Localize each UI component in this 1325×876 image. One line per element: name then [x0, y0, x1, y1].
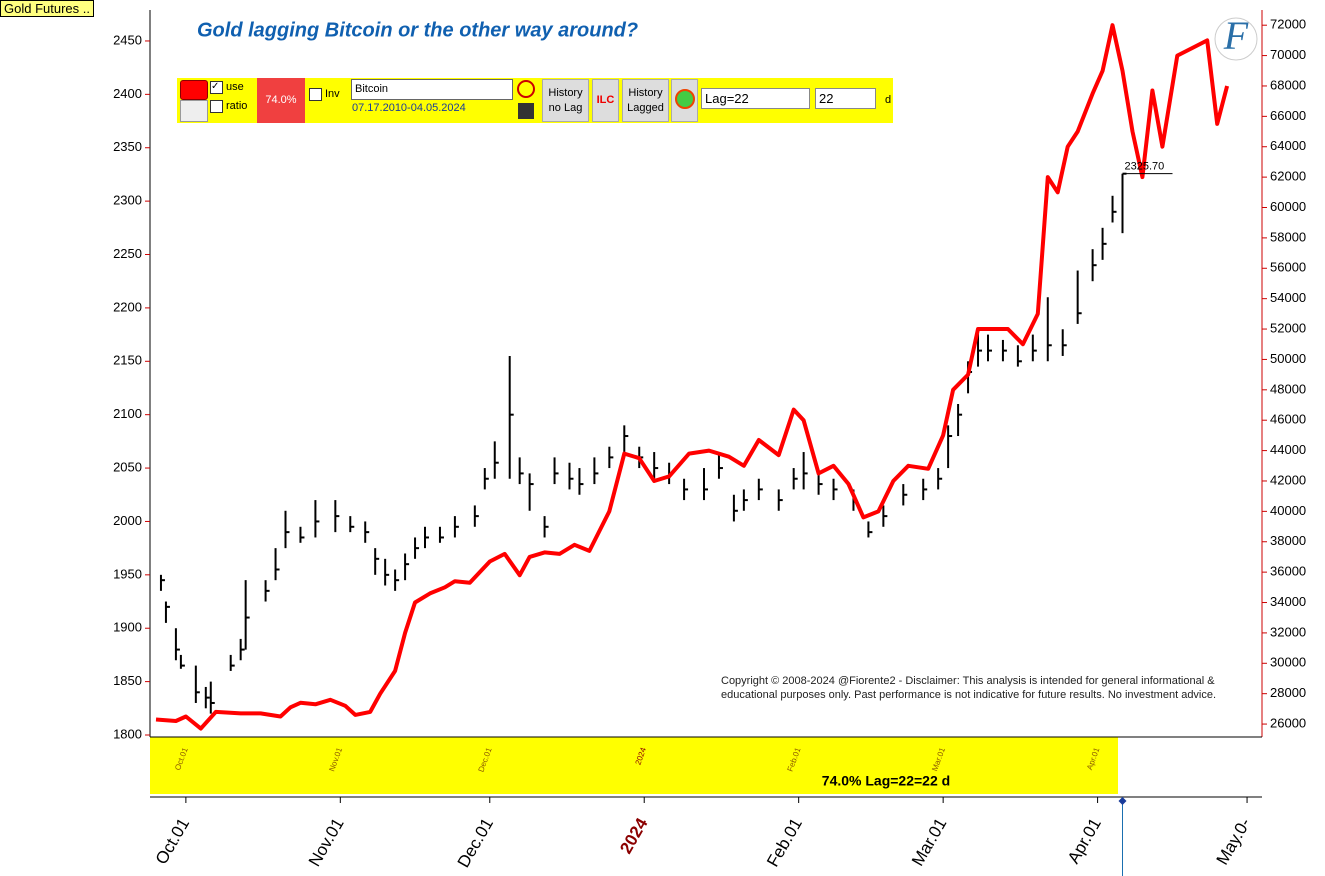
y-tick-label: 2150 — [113, 353, 142, 368]
cursor-marker — [1118, 797, 1127, 805]
y-tick-label: 2400 — [113, 86, 142, 101]
color-swatch[interactable] — [180, 80, 208, 100]
x-tick-label: Apr.01 — [1064, 815, 1105, 867]
y-tick-label: 2350 — [113, 139, 142, 154]
ratio-checkbox[interactable] — [210, 100, 223, 113]
y2-tick-label: 38000 — [1270, 533, 1306, 548]
y2-tick-label: 26000 — [1270, 715, 1306, 730]
y-tick-label: 1800 — [113, 726, 142, 741]
lag-unit: d — [885, 94, 892, 106]
y2-tick-label: 28000 — [1270, 685, 1306, 700]
target-icon[interactable] — [671, 79, 698, 122]
y-tick-label: 1900 — [113, 620, 142, 635]
y-tick-label: 2050 — [113, 460, 142, 475]
ilc-button[interactable]: ILC — [592, 79, 619, 122]
y2-tick-label: 40000 — [1270, 503, 1306, 518]
bottom-band — [150, 737, 1118, 794]
y2-tick-label: 60000 — [1270, 199, 1306, 214]
x-tick-label: Feb.01 — [763, 815, 806, 870]
y2-tick-label: 44000 — [1270, 442, 1306, 457]
use-checkbox[interactable]: ✓ — [210, 81, 223, 94]
date-range: 07.17.2010-04.05.2024 — [352, 102, 466, 114]
x-tick-label: Nov.01 — [305, 815, 348, 870]
y2-tick-label: 66000 — [1270, 108, 1306, 123]
y-tick-label: 2450 — [113, 32, 142, 47]
refresh-icon[interactable] — [517, 80, 535, 98]
y-tick-label: 1850 — [113, 673, 142, 688]
y2-tick-label: 50000 — [1270, 351, 1306, 366]
chart-title: Gold lagging Bitcoin or the other way ar… — [197, 19, 638, 41]
y2-tick-label: 36000 — [1270, 564, 1306, 579]
y-tick-label: 2250 — [113, 246, 142, 261]
history-no-lag[interactable]: History no Lag — [542, 79, 589, 122]
y2-tick-label: 52000 — [1270, 320, 1306, 335]
y2-tick-label: 54000 — [1270, 290, 1306, 305]
y-tick-label: 2200 — [113, 299, 142, 314]
y2-tick-label: 48000 — [1270, 381, 1306, 396]
inv-checkbox[interactable] — [309, 88, 322, 101]
x-tick-label: Mar.01 — [908, 815, 950, 870]
toolbar: ✓ use ratio 74.0% Inv Bitcoin 07.17.2010… — [177, 78, 893, 123]
lag-input[interactable]: 22 — [815, 88, 876, 109]
y2-tick-label: 34000 — [1270, 594, 1306, 609]
copyright: Copyright © 2008-2024 @Fiorente2 - Discl… — [721, 675, 1217, 701]
use-label: use — [226, 81, 244, 93]
series-label: Gold Futures .. — [0, 0, 94, 17]
ratio-label: ratio — [226, 100, 248, 112]
y2-tick-label: 68000 — [1270, 77, 1306, 92]
line-series — [155, 23, 1230, 731]
logo: F — [1223, 13, 1249, 58]
band-label: 74.0% Lag=22=22 d — [822, 773, 950, 789]
x-tick-label: May.0- — [1213, 815, 1255, 868]
y2-tick-label: 46000 — [1270, 412, 1306, 427]
chart-icon[interactable] — [180, 100, 208, 122]
y-tick-label: 1950 — [113, 566, 142, 581]
y2-tick-label: 30000 — [1270, 655, 1306, 670]
lag-select[interactable]: Lag=22 — [701, 88, 810, 109]
x-tick-label: Oct.01 — [152, 815, 194, 868]
symbol-input[interactable]: Bitcoin — [351, 79, 513, 100]
y2-tick-label: 56000 — [1270, 260, 1306, 275]
x-tick-label: Dec.01 — [454, 815, 497, 871]
save-icon[interactable] — [518, 103, 534, 119]
y2-tick-label: 64000 — [1270, 138, 1306, 153]
y2-tick-label: 70000 — [1270, 47, 1306, 62]
y2-tick-label: 72000 — [1270, 17, 1306, 32]
y-tick-label: 2100 — [113, 406, 142, 421]
y-tick-label: 2000 — [113, 513, 142, 528]
logo-circle — [1214, 17, 1258, 61]
annotation-label: 2325.70 — [1125, 161, 1165, 173]
y2-tick-label: 42000 — [1270, 472, 1306, 487]
correlation: 74.0% — [257, 78, 305, 123]
history-lagged[interactable]: History Lagged — [622, 79, 669, 122]
y2-tick-label: 32000 — [1270, 624, 1306, 639]
x-tick-label: 2024 — [616, 814, 652, 857]
y2-tick-label: 58000 — [1270, 229, 1306, 244]
y-tick-label: 2300 — [113, 193, 142, 208]
inv-label: Inv — [325, 88, 340, 100]
y2-tick-label: 62000 — [1270, 169, 1306, 184]
